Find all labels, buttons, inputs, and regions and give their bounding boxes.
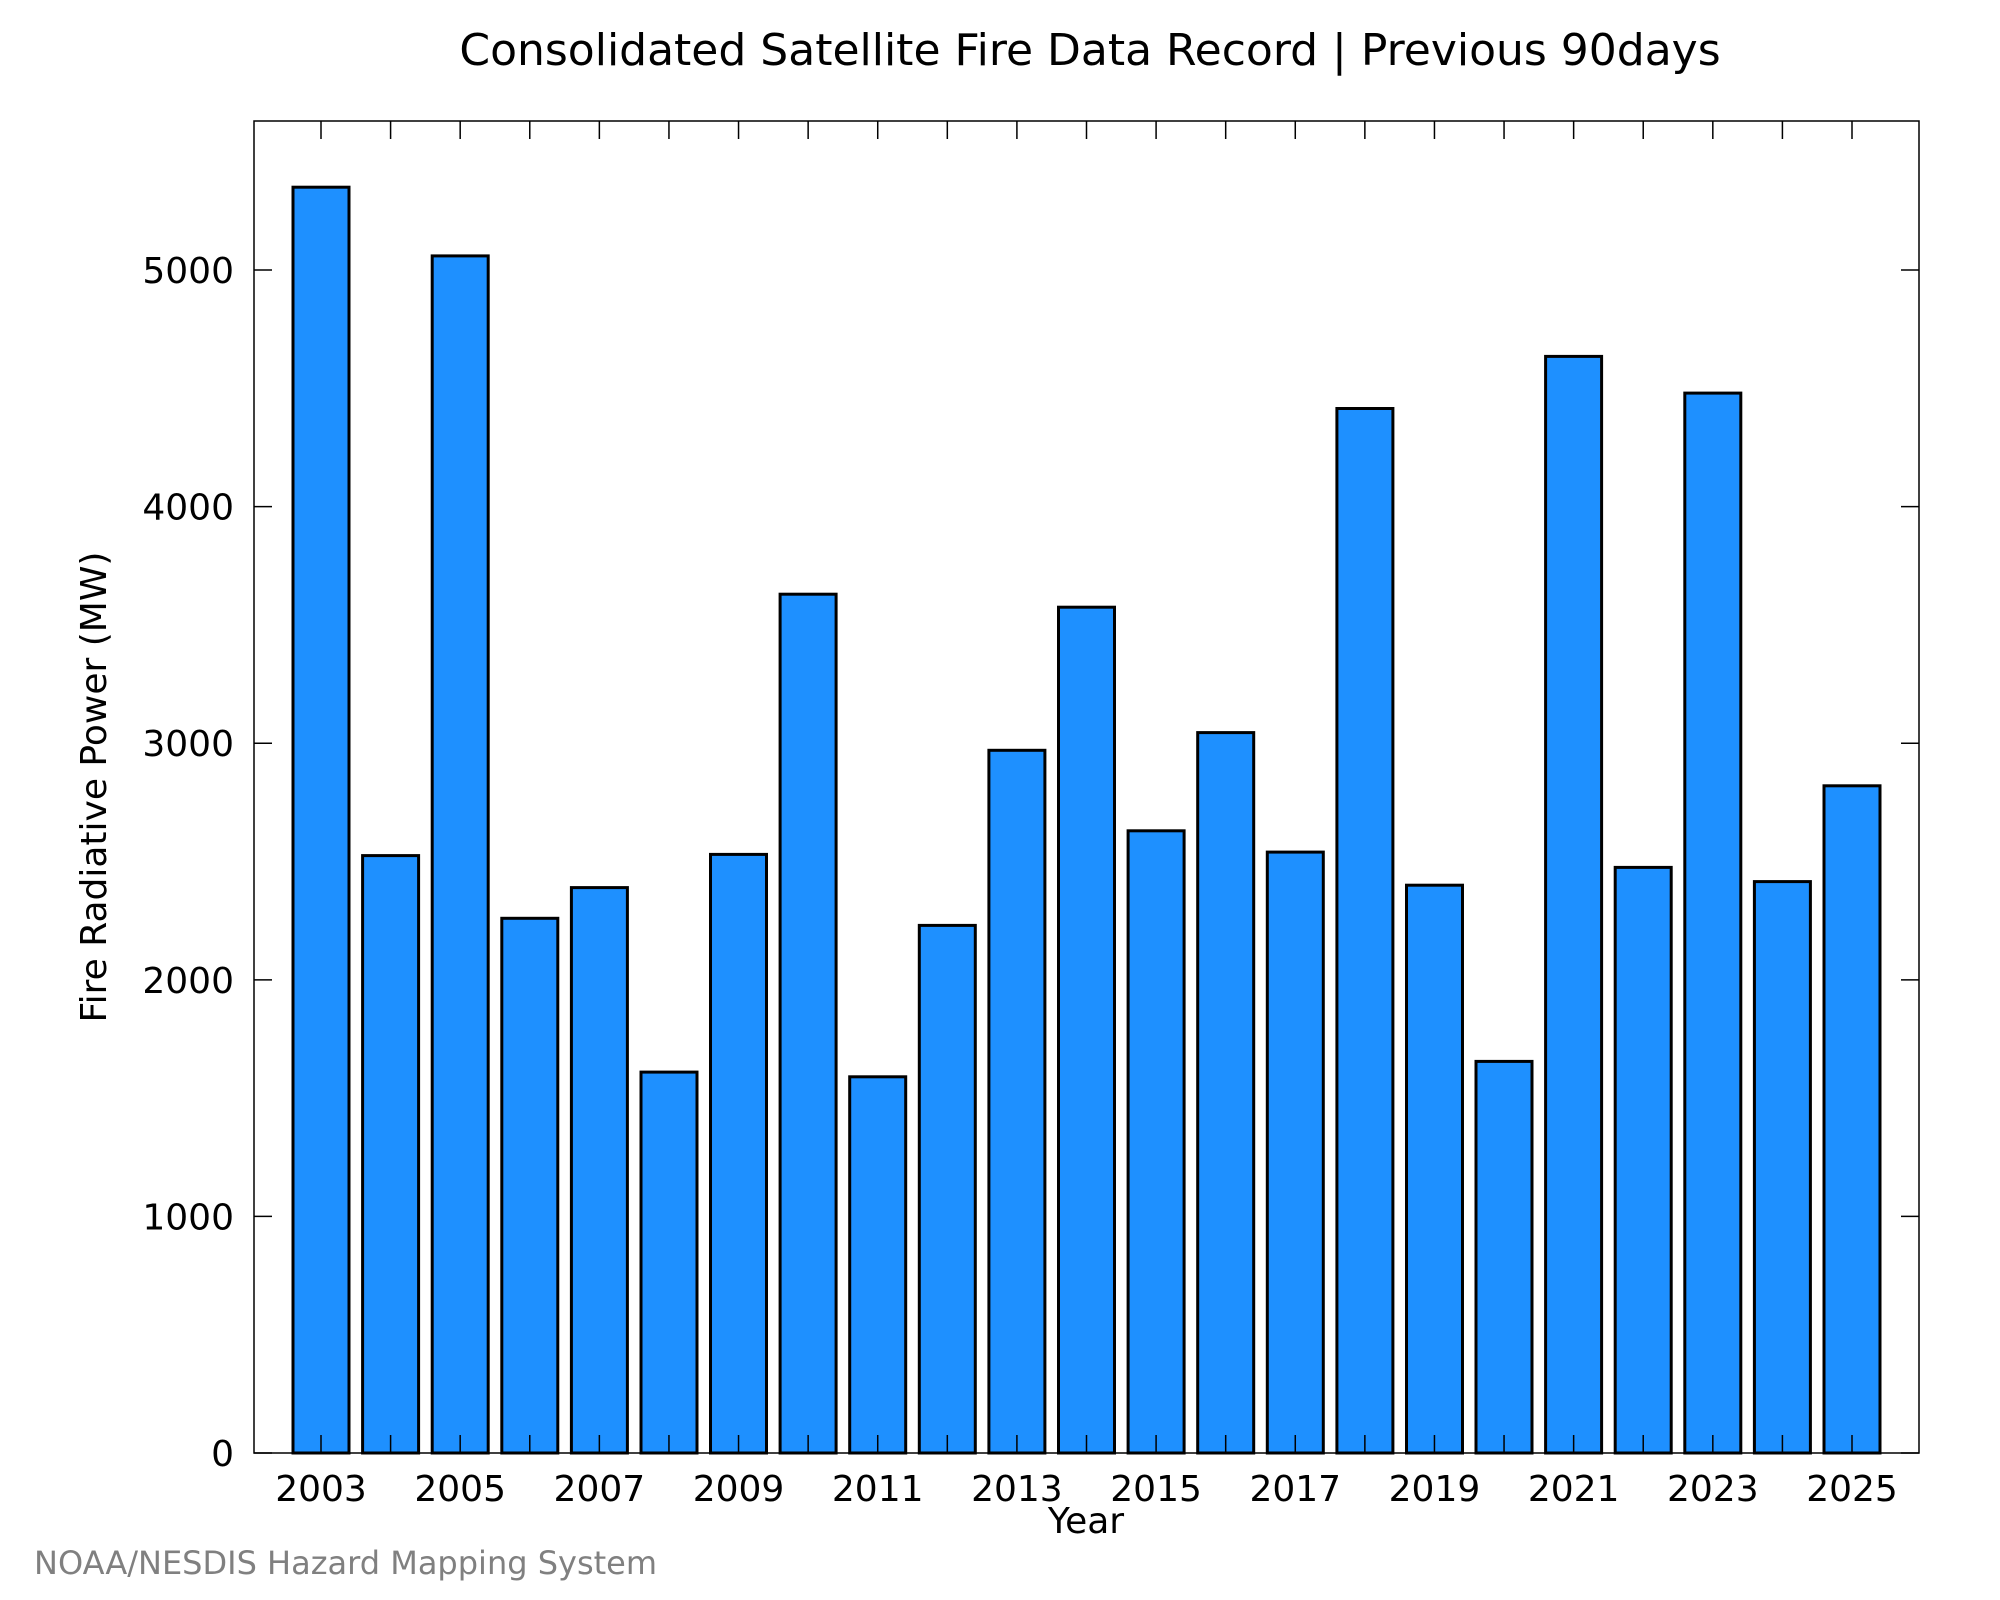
bar-2007: [569, 886, 629, 1455]
x-tick-label: 2019: [1389, 1469, 1481, 1510]
bar-2008: [639, 1070, 699, 1455]
x-tick-label: 2021: [1528, 1469, 1620, 1510]
bar-2018: [1335, 407, 1395, 1455]
bar-2024: [1752, 880, 1812, 1455]
bar-2010: [778, 592, 838, 1455]
x-tick-label: 2007: [554, 1469, 646, 1510]
bars-group: [291, 185, 1882, 1455]
chart-title: Consolidated Satellite Fire Data Record …: [459, 25, 1720, 76]
y-tick-label: 0: [211, 1434, 234, 1475]
bar-2009: [709, 852, 768, 1455]
bar-2014: [1057, 605, 1116, 1455]
bar-2006: [500, 916, 560, 1455]
x-tick-label: 2003: [275, 1469, 367, 1510]
bar-2020: [1474, 1059, 1534, 1455]
y-tick-label: 3000: [142, 724, 234, 765]
bar-2003: [291, 185, 351, 1455]
bar-2012: [917, 923, 977, 1455]
y-tick-label: 1000: [142, 1197, 234, 1238]
y-axis-label: Fire Radiative Power (MW): [74, 552, 115, 1023]
y-tick-label: 4000: [142, 488, 234, 529]
x-tick-label: 2005: [414, 1469, 506, 1510]
bar-2013: [987, 748, 1047, 1455]
bar-2017: [1265, 850, 1325, 1455]
y-tick-label: 5000: [142, 251, 234, 292]
bar-2016: [1196, 731, 1256, 1455]
x-tick-label: 2009: [693, 1469, 785, 1510]
x-tick-label: 2025: [1806, 1469, 1898, 1510]
x-tick-label: 2013: [971, 1469, 1063, 1510]
x-axis-label: Year: [1047, 1501, 1124, 1542]
bar-2005: [430, 254, 490, 1455]
y-axis: 0 1000 2000 3000 4000 5000: [142, 251, 1919, 1475]
x-tick-label: 2017: [1249, 1469, 1341, 1510]
bar-2022: [1613, 865, 1673, 1455]
bar-2023: [1683, 391, 1743, 1455]
bar-2019: [1405, 883, 1464, 1455]
x-tick-label: 2011: [832, 1469, 924, 1510]
bar-2025: [1822, 784, 1882, 1455]
y-tick-label: 2000: [142, 961, 234, 1002]
x-tick-label: 2023: [1667, 1469, 1759, 1510]
x-axis: 2003 2005 2007 2009 2011 2013 2015 2017 2019 2021…: [275, 121, 1898, 1510]
bar-2011: [848, 1075, 908, 1455]
bar-2021: [1544, 354, 1604, 1455]
x-tick-label: 2015: [1110, 1469, 1202, 1510]
footer-credit: NOAA/NESDIS Hazard Mapping System: [34, 1544, 657, 1582]
bar-2015: [1126, 829, 1186, 1455]
bar-2004: [361, 854, 421, 1455]
